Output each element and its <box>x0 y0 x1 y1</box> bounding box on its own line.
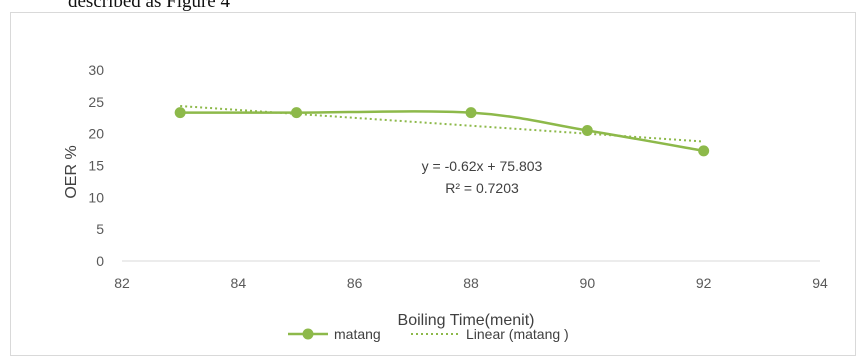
data-point-matang <box>698 145 710 157</box>
trendline-r-squared: R² = 0.7203 <box>445 180 519 196</box>
y-tick-label: 15 <box>88 158 104 174</box>
y-axis-title: OER % <box>63 145 80 198</box>
legend-linear-label: Linear (matang ) <box>466 326 569 342</box>
x-axis-ticks: 82 84 86 88 90 92 94 <box>114 275 828 291</box>
legend-matang-label: matang <box>334 326 381 342</box>
x-tick-label: 86 <box>347 275 363 291</box>
data-point-matang <box>465 107 477 119</box>
x-tick-label: 90 <box>580 275 596 291</box>
x-tick-label: 92 <box>696 275 712 291</box>
y-tick-label: 10 <box>88 189 104 205</box>
x-tick-label: 84 <box>231 275 247 291</box>
plot-area <box>174 105 710 157</box>
data-point-matang <box>581 124 593 136</box>
x-tick-label: 94 <box>812 275 828 291</box>
trendline-equation: y = -0.62x + 75.803 <box>422 158 543 174</box>
y-axis-ticks: 0 5 10 15 20 25 30 <box>88 62 104 269</box>
legend: matang Linear (matang ) <box>288 326 569 342</box>
chart-frame <box>10 12 856 356</box>
y-tick-label: 30 <box>88 62 104 78</box>
y-tick-label: 25 <box>88 94 104 110</box>
data-point-matang <box>174 107 186 119</box>
figure-caption-text: described as Figure 4 <box>68 0 230 12</box>
series-line-matang <box>180 110 704 153</box>
y-tick-label: 0 <box>96 253 104 269</box>
x-tick-label: 82 <box>114 275 130 291</box>
y-tick-label: 20 <box>88 126 104 142</box>
data-point-matang <box>291 107 302 119</box>
y-tick-label: 5 <box>96 221 104 237</box>
x-tick-label: 88 <box>463 275 479 291</box>
x-axis-title: Boiling Time(menit) <box>398 312 535 329</box>
legend-matang-marker <box>302 328 314 340</box>
